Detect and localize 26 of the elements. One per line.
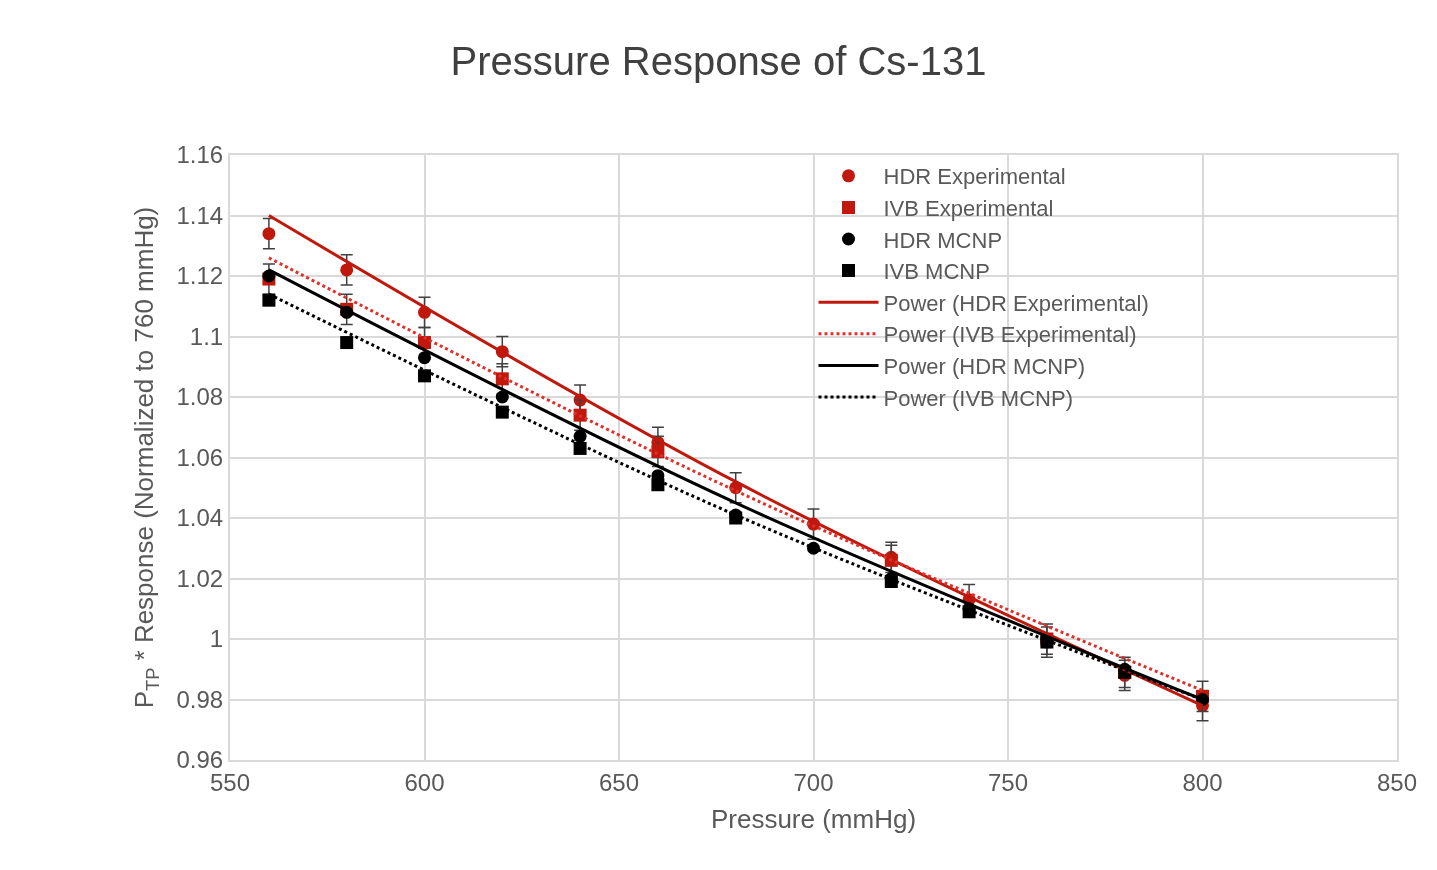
- legend-label: Power (IVB Experimental): [883, 322, 1137, 348]
- chart-title: Pressure Response of Cs-131: [450, 38, 987, 83]
- legend-label: HDR MCNP: [883, 227, 1003, 253]
- y-tick-label: 1.04: [176, 504, 224, 532]
- legend-label: HDR Experimental: [883, 164, 1066, 190]
- legend-label: Power (HDR Experimental): [883, 290, 1149, 316]
- x-tick-label: 750: [987, 768, 1029, 796]
- x-axis-title: Pressure (mmHg): [710, 804, 917, 834]
- legend-label: Power (IVB MCNP): [883, 385, 1073, 411]
- y-tick-label: 1.16: [176, 141, 224, 169]
- x-tick-label: 800: [1182, 768, 1223, 796]
- y-tick-label: 1.06: [176, 443, 224, 471]
- y-tick-label: 1.02: [176, 564, 224, 592]
- x-tick-label: 850: [1376, 768, 1418, 796]
- y-tick-label: 1.14: [176, 201, 224, 229]
- x-tick-label: 600: [404, 768, 445, 796]
- x-tick-label: 650: [598, 768, 640, 796]
- y-tick-label: 0.98: [176, 685, 224, 713]
- y-tick-label: 1: [209, 625, 224, 653]
- y-tick-label: 1.08: [176, 383, 224, 411]
- y-tick-label: 1.12: [176, 262, 224, 290]
- y-tick-label: 1.1: [189, 322, 224, 350]
- legend-label: IVB MCNP: [883, 259, 990, 285]
- x-tick-label: 700: [793, 768, 834, 796]
- legend-label: IVB Experimental: [883, 195, 1054, 221]
- legend-label: Power (HDR MCNP): [883, 353, 1086, 379]
